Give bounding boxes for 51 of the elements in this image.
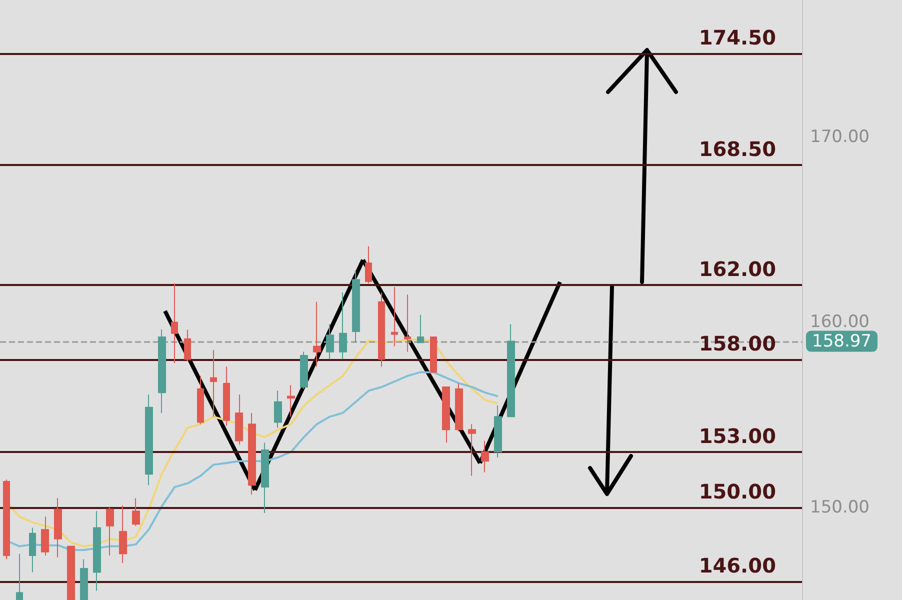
candlestick	[417, 314, 424, 344]
candlestick	[54, 498, 62, 558]
ref-line-label: 158.00	[698, 331, 776, 356]
candlestick	[119, 505, 127, 564]
ref-line-label: 168.50	[698, 136, 776, 161]
candlestick	[378, 292, 385, 368]
candlestick	[352, 270, 360, 344]
candlestick	[106, 506, 114, 556]
candlestick	[300, 351, 308, 390]
y-tick-label: 150.00	[810, 497, 870, 518]
candlestick	[67, 546, 75, 600]
ref-line-label: 174.50	[698, 26, 776, 50]
candlestick	[132, 498, 140, 526]
candlestick	[171, 282, 178, 364]
candlestick	[41, 516, 49, 556]
candlestick	[235, 394, 243, 445]
candlestick	[287, 384, 295, 418]
candlestick	[248, 412, 256, 495]
candlestick	[80, 558, 88, 600]
candlestick	[326, 324, 334, 360]
candlestick	[223, 366, 230, 426]
ref-line-label: 153.00	[698, 424, 776, 448]
candlestick	[184, 329, 191, 362]
candlestick	[391, 286, 398, 347]
candlestick	[29, 527, 36, 573]
candlestick	[339, 292, 347, 360]
candlestick	[158, 329, 166, 414]
y-tick-label: 160.00	[810, 312, 870, 332]
candlestick	[93, 510, 101, 592]
candlestick	[468, 424, 476, 476]
candlestick	[442, 386, 450, 444]
y-tick-label: 170.00	[810, 127, 870, 148]
candlestick	[261, 442, 269, 514]
candlestick	[404, 294, 411, 352]
candlestick	[365, 246, 372, 284]
ref-line-label: 146.00	[698, 553, 776, 578]
candlestick	[16, 553, 23, 600]
candlestick	[210, 350, 217, 418]
ref-line-label: 162.00	[698, 257, 776, 282]
ref-line-label: 150.00	[698, 479, 776, 504]
candlestick	[3, 479, 10, 560]
candlestick	[507, 324, 515, 418]
candlestick	[197, 375, 204, 425]
ref-line-label: 158.97	[812, 331, 872, 352]
candlestick	[145, 394, 153, 486]
candlestick	[430, 336, 437, 373]
candlestick	[274, 390, 282, 428]
candlestick	[494, 405, 502, 458]
candlestick	[455, 382, 463, 432]
candlestick	[481, 440, 489, 473]
candlestick	[313, 301, 321, 368]
